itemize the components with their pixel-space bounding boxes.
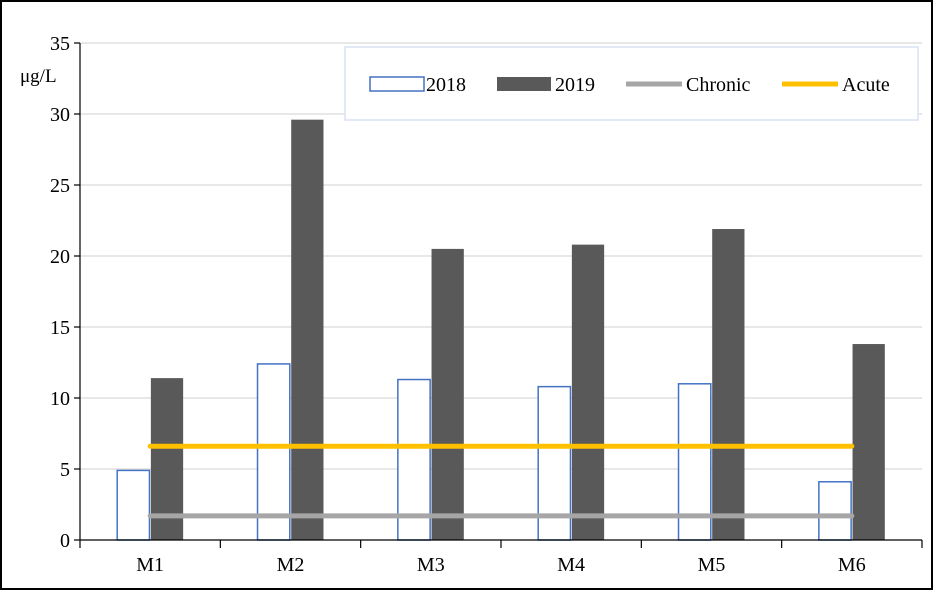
legend-swatch-2019 — [497, 77, 551, 91]
x-tick-label: M4 — [557, 554, 585, 576]
legend: 2018 2019 Chronic Acute — [344, 46, 919, 121]
x-tick-label: M2 — [277, 554, 305, 576]
y-tick-label: 0 — [60, 530, 70, 552]
legend-label-2018: 2018 — [426, 74, 466, 96]
x-tick-label: M3 — [417, 554, 445, 576]
reference-lines — [147, 443, 855, 519]
bar-2018-M6 — [818, 481, 852, 541]
y-tick-label: 15 — [50, 317, 70, 339]
bar-2019-M5 — [712, 229, 745, 540]
legend-label-acute: Acute — [842, 74, 890, 96]
y-tick-label: 20 — [50, 246, 70, 268]
bar-2019-M2 — [291, 119, 324, 541]
axes — [74, 42, 923, 548]
y-axis-unit-label: μg/L — [20, 66, 57, 87]
bar-2019-M3 — [431, 248, 464, 540]
x-tick-labels: M1 M2 M3 M4 M5 M6 — [136, 554, 865, 576]
legend-label-2019: 2019 — [555, 74, 595, 96]
x-tick-label: M5 — [698, 554, 726, 576]
bar-2019-M4 — [571, 244, 605, 540]
y-tick-label: 10 — [50, 388, 70, 410]
bar-2018-M1 — [116, 469, 151, 541]
bars — [116, 119, 885, 541]
y-tick-labels: 0 5 10 15 20 25 30 35 — [50, 33, 70, 552]
x-tick-label: M6 — [838, 554, 866, 576]
x-tick-label: M1 — [136, 554, 164, 576]
y-tick-label: 30 — [50, 104, 70, 126]
y-tick-label: 5 — [60, 459, 70, 481]
legend-label-chronic: Chronic — [686, 74, 751, 96]
bar-2019-M1 — [150, 378, 184, 540]
bar-2018-M2 — [256, 363, 291, 541]
bar-2019-M6 — [852, 344, 885, 540]
legend-swatch-2018 — [369, 76, 425, 92]
y-tick-label: 35 — [50, 33, 70, 55]
y-tick-label: 25 — [50, 175, 70, 197]
